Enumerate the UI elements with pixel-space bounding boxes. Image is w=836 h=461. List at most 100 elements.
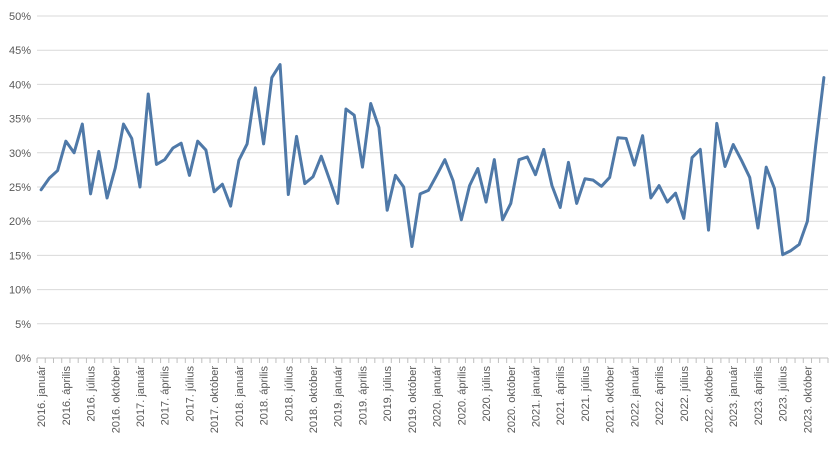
data-point	[254, 87, 256, 89]
data-point	[707, 229, 709, 231]
y-tick-label: 15%	[9, 250, 31, 262]
x-tick-label: 2018. október	[308, 366, 320, 434]
data-point	[65, 140, 67, 142]
data-point	[172, 147, 174, 149]
y-tick-label: 50%	[9, 11, 31, 23]
data-point	[122, 123, 124, 125]
data-point	[798, 243, 800, 245]
x-tick-label: 2022. január	[629, 366, 641, 427]
data-point	[139, 186, 141, 188]
y-tick-label: 25%	[9, 182, 31, 194]
data-point	[526, 156, 528, 158]
data-point	[633, 164, 635, 166]
x-tick-label: 2018. április	[259, 366, 271, 426]
x-tick-label: 2017. január	[135, 366, 147, 427]
x-tick-label: 2016. július	[86, 366, 98, 422]
data-point	[106, 197, 108, 199]
x-tick-label: 2019. október	[407, 366, 419, 434]
x-tick-label: 2020. július	[481, 366, 493, 422]
data-point	[716, 122, 718, 124]
data-point	[73, 152, 75, 154]
data-point	[658, 184, 660, 186]
x-tick-label: 2021. január	[530, 366, 542, 427]
x-tick-label: 2017. április	[160, 366, 172, 426]
data-point	[419, 193, 421, 195]
data-point	[188, 174, 190, 176]
data-point	[205, 149, 207, 151]
x-axis-tick-labels: 2016. január 2016. április 2016. július 201…	[36, 366, 814, 434]
x-tick-label: 2016. október	[110, 366, 122, 434]
data-point	[510, 202, 512, 204]
data-point	[345, 108, 347, 110]
data-point	[518, 158, 520, 160]
data-point	[320, 155, 322, 157]
data-point	[666, 201, 668, 203]
data-point	[501, 219, 503, 221]
data-point	[534, 173, 536, 175]
data-point	[617, 137, 619, 139]
x-tick-label: 2020. január	[432, 366, 444, 427]
series-layer	[39, 63, 826, 257]
data-point	[806, 220, 808, 222]
series-line	[39, 63, 826, 257]
data-point	[814, 145, 816, 147]
data-point	[378, 126, 380, 128]
data-point	[402, 186, 404, 188]
x-tick-label: 2016. január	[36, 366, 48, 427]
data-point	[386, 209, 388, 211]
data-point	[773, 187, 775, 189]
data-point	[81, 123, 83, 125]
data-point	[196, 140, 198, 142]
data-point	[147, 93, 149, 95]
data-point	[394, 174, 396, 176]
data-point	[790, 249, 792, 251]
data-point	[48, 177, 50, 179]
x-tick-label: 2023. október	[802, 366, 814, 434]
data-point	[114, 167, 116, 169]
x-tick-label: 2017. október	[209, 366, 221, 434]
data-point	[271, 76, 273, 78]
data-point	[650, 197, 652, 199]
data-point	[213, 191, 215, 193]
x-tick-label: 2019. július	[382, 366, 394, 422]
data-point	[493, 158, 495, 160]
data-point	[823, 76, 825, 78]
y-tick-label: 5%	[15, 319, 31, 331]
data-point	[262, 143, 264, 145]
data-point	[740, 159, 742, 161]
data-point	[468, 184, 470, 186]
data-point	[337, 202, 339, 204]
y-tick-label: 10%	[9, 285, 31, 297]
data-point	[304, 182, 306, 184]
data-point	[312, 176, 314, 178]
data-point	[452, 180, 454, 182]
y-tick-label: 45%	[9, 45, 31, 57]
x-tick-label: 2020. április	[456, 366, 468, 426]
x-tick-label: 2021. július	[580, 366, 592, 422]
data-point	[608, 176, 610, 178]
x-tick-label: 2023. január	[728, 366, 740, 427]
data-point	[180, 142, 182, 144]
y-tick-label: 40%	[9, 79, 31, 91]
data-point	[427, 189, 429, 191]
data-point	[691, 156, 693, 158]
data-point	[781, 254, 783, 256]
data-point	[238, 159, 240, 161]
data-point	[361, 166, 363, 168]
data-point	[56, 169, 58, 171]
x-tick-label: 2023. július	[778, 366, 790, 422]
data-point	[765, 166, 767, 168]
data-point	[279, 63, 281, 65]
data-point	[229, 205, 231, 207]
x-tick-label: 2021. október	[605, 366, 617, 434]
gridlines	[37, 15, 828, 325]
data-point	[295, 135, 297, 137]
data-point	[328, 178, 330, 180]
data-point	[246, 143, 248, 145]
data-point	[370, 102, 372, 104]
data-point	[411, 245, 413, 247]
data-point	[674, 192, 676, 194]
x-tick-label: 2019. április	[357, 366, 369, 426]
x-tick-label: 2020. október	[506, 366, 518, 434]
